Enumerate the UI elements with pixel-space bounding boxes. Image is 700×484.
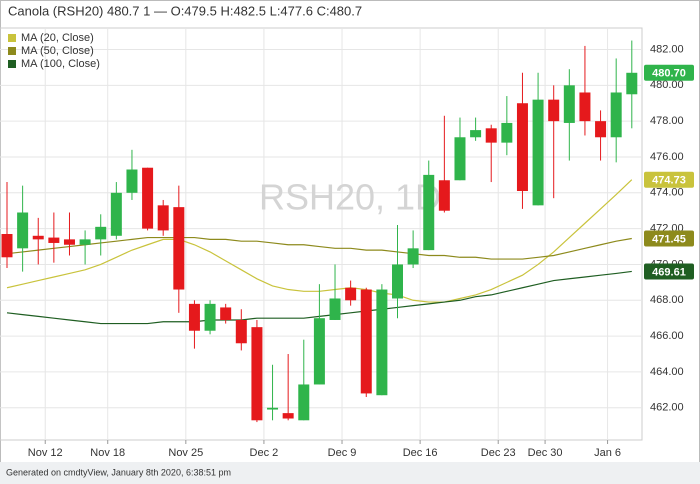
price-tag [644,171,694,188]
candle-body [454,137,466,181]
price-tag-label: 471.45 [652,233,686,245]
footer: Generated on cmdtyView, January 8th 2020… [6,467,231,477]
candle-body [282,413,294,419]
y-tick-label: 478.00 [650,115,684,127]
legend-swatch [8,34,16,42]
candle-body [345,287,357,301]
candle-body [485,128,497,143]
candle-body [110,192,122,236]
candle-body [360,289,372,394]
candle-body [579,92,591,122]
x-tick-label: Nov 25 [168,447,203,459]
candle-body [392,264,403,299]
x-tick-label: Nov 18 [90,447,125,459]
legend-swatch [8,60,16,68]
candle-body [48,237,60,243]
candle-body [79,239,91,245]
candle-body [438,180,450,211]
price-tag [644,263,694,280]
x-tick-label: Dec 2 [250,447,279,459]
price-tag-label: 474.73 [652,175,686,187]
candle-body [142,167,154,229]
legend-label: MA (20, Close) [21,32,94,44]
candle-body [548,99,560,122]
candle-body [501,122,513,143]
candle-body [204,303,216,331]
candle-body [188,303,200,331]
candle-body [298,384,310,421]
legend-swatch [8,47,16,55]
price-tag [644,230,694,247]
candle-body [32,235,44,240]
y-tick-label: 476.00 [650,151,684,163]
y-tick-label: 482.00 [650,43,684,55]
y-tick-label: 464.00 [650,366,684,378]
candle-body [610,92,622,138]
candle-body [329,298,341,320]
y-tick-label: 474.00 [650,187,684,199]
candle-body [516,103,528,192]
price-tag [644,64,694,81]
candle-body [126,169,138,193]
x-tick-label: Dec 30 [528,447,563,459]
price-tag-label: 469.61 [652,266,686,278]
candle-body [423,174,435,251]
y-tick-label: 468.00 [650,294,684,306]
x-tick-label: Dec 16 [403,447,438,459]
legend-label: MA (100, Close) [21,58,100,70]
plot-area [0,27,643,441]
ma-line [6,236,632,260]
candle-body [17,212,29,249]
candle-body [173,207,185,290]
y-tick-label: 480.00 [650,79,684,91]
candle-body [313,318,325,385]
candle-body [532,99,544,206]
x-tick-label: Dec 9 [328,447,357,459]
x-tick-label: Nov 12 [28,447,63,459]
x-tick-label: Jan 6 [594,447,621,459]
candle-body [95,226,107,240]
candle-body [157,205,169,231]
candle-body [1,234,13,258]
watermark: RSH20, 1D [259,177,441,218]
candle-body [63,239,75,245]
candle-body [563,85,575,123]
y-tick-label: 462.00 [650,402,684,414]
chart-title: Canola (RSH20) 480.7 1 — O:479.5 H:482.5… [8,3,362,18]
candle-body [470,130,482,138]
footer-bar [0,462,700,484]
candle-body [626,72,638,95]
candle-body [251,327,263,421]
legend-label: MA (50, Close) [21,45,94,57]
candle-body [220,307,232,320]
candle-body [267,407,279,410]
candle-body [595,121,607,138]
candle-body [376,289,388,396]
candle-body [407,248,419,265]
candle-body [235,319,247,344]
y-tick-label: 466.00 [650,330,684,342]
price-tag-label: 480.70 [652,68,686,80]
x-tick-label: Dec 23 [481,447,516,459]
